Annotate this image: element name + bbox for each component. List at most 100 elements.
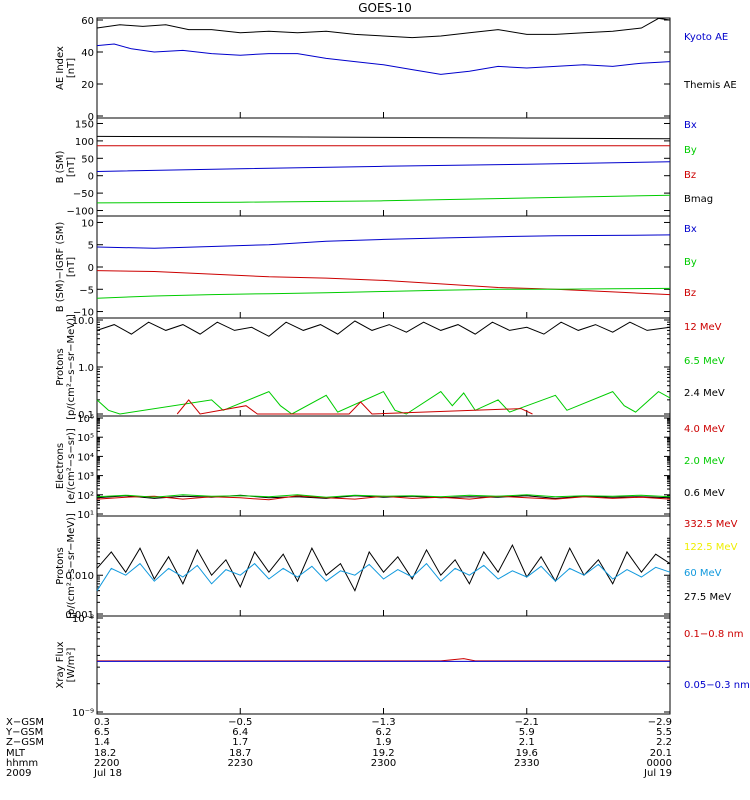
legend-entry: 122.5 MeV xyxy=(684,542,738,553)
legend-entry: Bx xyxy=(684,224,697,235)
series-line xyxy=(96,43,671,75)
legend-entry: Bmag xyxy=(684,194,713,205)
series-line xyxy=(96,161,671,172)
x-tick-label: 2300 xyxy=(371,758,396,769)
x-tick-label: −2.1 xyxy=(515,717,539,728)
x-tick-label: 18.2 xyxy=(94,748,116,759)
y-axis-label: B (SM)−IGRF (SM)[nT] xyxy=(55,222,77,313)
x-tick-label: 19.2 xyxy=(372,748,394,759)
panel-5: 10¹ 10² 10³ 10⁴ 10⁵ 10⁶Electrons[e/(cm²−s−sr)… xyxy=(55,414,725,521)
panel-frame xyxy=(96,317,671,417)
series-line xyxy=(96,320,671,337)
series-line xyxy=(97,658,670,662)
legend-entry: 0.1−0.8 nm xyxy=(684,629,743,640)
y-tick-label: 20 xyxy=(81,80,94,91)
y-tick-label: 50 xyxy=(81,154,94,165)
legend-entry: Bz xyxy=(684,170,696,181)
y-tick-label: 10¹ xyxy=(77,510,94,521)
x-tick-label: 0.3 xyxy=(94,717,110,728)
series-line xyxy=(96,270,671,296)
legend-entry: 6.5 MeV xyxy=(684,356,725,367)
y-tick-label: 10 xyxy=(81,218,94,229)
y-axis-label: Xray Flux[W/m²] xyxy=(55,641,77,688)
x-tick-label: 19.6 xyxy=(516,748,538,759)
series-line xyxy=(96,494,671,499)
panel-frame xyxy=(96,415,671,517)
legend-entry: 332.5 MeV xyxy=(684,519,738,530)
y-tick-label: 10⁵ xyxy=(77,433,94,444)
x-tick-label: 2.2 xyxy=(656,737,672,748)
legend-entry: 0.05−0.3 nm xyxy=(684,680,750,691)
y-tick-label: 10.0 xyxy=(72,316,94,327)
y-tick-label: 0 xyxy=(88,172,94,183)
x-tick-label: 2230 xyxy=(228,758,253,769)
x-tick-label: 6.4 xyxy=(232,727,248,738)
y-axis-label: AE Index[nT] xyxy=(55,46,77,90)
y-tick-label: −5 xyxy=(79,285,94,296)
chart-title: GOES-10 xyxy=(358,1,412,15)
x-row-label: 2009 xyxy=(6,768,31,779)
legend-entry: Bx xyxy=(684,120,697,131)
y-tick-label: 10⁻⁸ xyxy=(72,614,94,625)
x-tick-label: 2200 xyxy=(94,758,119,769)
y-tick-label: 60 xyxy=(81,16,94,27)
series-line xyxy=(176,399,533,415)
series-line xyxy=(96,390,671,415)
series-line xyxy=(96,135,671,140)
y-tick-label: −10 xyxy=(73,308,94,319)
x-tick-label: 1.4 xyxy=(94,737,110,748)
y-tick-label: 5 xyxy=(88,241,94,252)
legend-entry: 12 MeV xyxy=(684,322,722,333)
x-row-label: MLT xyxy=(6,748,26,759)
y-tick-label: 40 xyxy=(81,48,94,59)
x-axis-table: X−GSMY−GSMZ−GSMMLThhmm20090.36.51.418.22… xyxy=(5,717,672,779)
y-tick-label: 10⁶ xyxy=(77,414,94,425)
panel-frame xyxy=(96,515,671,617)
legend-entry: Kyoto AE xyxy=(684,32,728,43)
x-tick-label: 20.1 xyxy=(650,748,672,759)
x-tick-label: 18.7 xyxy=(229,748,251,759)
legend-entry: 60 MeV xyxy=(684,568,722,579)
legend-entry: Bz xyxy=(684,288,696,299)
panel-1: 0 20 40 60 AE Index[nT] Kyoto AE Themis AE xyxy=(55,16,737,123)
y-axis-label: Electrons[e/(cm²−s−sr)] xyxy=(55,428,77,504)
x-tick-label: −0.5 xyxy=(228,717,252,728)
y-tick-label: −100 xyxy=(67,207,94,218)
x-tick-label: 2.1 xyxy=(519,737,535,748)
legend-entry: 27.5 MeV xyxy=(684,592,731,603)
x-tick-label: 2330 xyxy=(514,758,539,769)
x-tick-label: 6.2 xyxy=(376,727,392,738)
panel-2: −100 −50 0 50 100 150 B (SM)[nT] Bx By Bz Bmag xyxy=(55,117,713,218)
y-axis-label: Protons[p/(cm²−s−sr−MeV)] xyxy=(55,314,77,420)
x-tick-label: −1.3 xyxy=(371,717,395,728)
x-row-label: Y−GSM xyxy=(5,727,43,738)
legend-entry: 0.6 MeV xyxy=(684,488,725,499)
x-row-label: hhmm xyxy=(6,758,38,769)
x-tick-label: Jul 19 xyxy=(643,768,672,779)
y-tick-label: 0.1 xyxy=(78,410,94,421)
legend-entry: Themis AE xyxy=(683,80,737,91)
panel-3: −10 −5 0 5 10 B (SM)−IGRF (SM)[nT] Bx By Bz xyxy=(55,215,697,319)
series-line xyxy=(96,194,671,204)
x-row-label: X−GSM xyxy=(6,717,44,728)
x-tick-label: 6.5 xyxy=(94,727,110,738)
y-tick-label: 0.010 xyxy=(65,571,94,582)
y-tick-label: 100 xyxy=(75,137,94,148)
x-tick-label: Jul 18 xyxy=(93,768,122,779)
series-line xyxy=(96,494,671,498)
legend-entry: 2.4 MeV xyxy=(684,388,725,399)
y-tick-label: 10³ xyxy=(77,472,94,483)
legend-entry: 2.0 MeV xyxy=(684,456,725,467)
y-tick-label: 10⁻⁹ xyxy=(72,708,94,719)
x-tick-label: 1.7 xyxy=(232,737,248,748)
y-tick-label: −50 xyxy=(73,189,94,200)
legend-entry: 4.0 MeV xyxy=(684,424,725,435)
x-tick-label: −2.9 xyxy=(648,717,672,728)
y-tick-label: 10² xyxy=(77,491,94,502)
legend-entry: By xyxy=(684,145,697,156)
series-line xyxy=(96,234,671,249)
y-tick-label: 150 xyxy=(75,119,94,130)
series-line xyxy=(96,287,671,299)
